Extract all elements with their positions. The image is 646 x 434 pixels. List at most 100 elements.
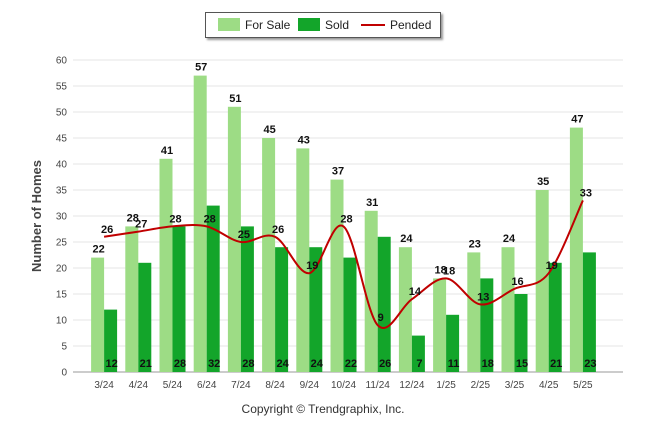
data-label-pended: 14: [409, 286, 422, 298]
bar-for-sale: [501, 247, 515, 372]
x-tick-label: 1/25: [436, 380, 456, 391]
data-label-sold: 24: [276, 358, 289, 370]
data-label-pended: 27: [135, 219, 147, 231]
data-label-pended: 19: [546, 260, 558, 272]
bar-sold: [582, 252, 596, 372]
y-tick-label: 45: [56, 134, 68, 145]
x-tick-label: 10/24: [331, 380, 356, 391]
data-label-pended: 26: [101, 224, 113, 236]
y-axis-title: Number of Homes: [29, 160, 44, 272]
data-label-for-sale: 24: [503, 233, 516, 245]
bar-for-sale: [569, 127, 583, 372]
data-label-pended: 16: [511, 276, 523, 288]
bar-for-sale: [398, 247, 412, 372]
bar-for-sale: [262, 138, 276, 372]
data-label-sold: 28: [242, 358, 254, 370]
bar-sold: [446, 314, 460, 372]
data-label-for-sale: 45: [263, 124, 275, 136]
bar-for-sale: [364, 210, 378, 372]
x-tick-label: 2/25: [471, 380, 491, 391]
bar-for-sale: [535, 190, 549, 372]
bar-sold: [138, 262, 152, 372]
bar-sold: [275, 247, 289, 372]
legend-swatch-sold: [298, 18, 320, 31]
copyright-text: Copyright © Trendgraphix, Inc.: [241, 402, 405, 416]
data-label-sold: 22: [345, 358, 357, 370]
bar-for-sale: [296, 148, 310, 372]
data-label-pended: 18: [443, 265, 455, 277]
data-label-pended: 28: [204, 213, 216, 225]
legend: For Sale Sold Pended: [205, 12, 441, 38]
data-label-for-sale: 28: [127, 212, 139, 224]
data-label-sold: 15: [516, 358, 528, 370]
y-tick-label: 15: [56, 290, 68, 301]
x-tick-label: 3/24: [94, 380, 114, 391]
y-tick-label: 30: [56, 212, 68, 223]
y-tick-label: 60: [56, 56, 68, 67]
bar-for-sale: [330, 179, 344, 372]
bar-sold: [377, 236, 391, 372]
legend-label-for-sale: For Sale: [245, 18, 291, 32]
data-label-sold: 28: [174, 358, 186, 370]
bar-for-sale: [193, 75, 207, 372]
x-tick-label: 6/24: [197, 380, 217, 391]
bar-sold: [514, 294, 528, 372]
data-label-for-sale: 23: [469, 238, 481, 250]
bar-sold: [104, 309, 118, 372]
data-label-for-sale: 22: [92, 244, 104, 256]
data-label-for-sale: 31: [366, 197, 378, 209]
data-label-sold: 18: [482, 358, 494, 370]
y-tick-label: 5: [61, 342, 67, 353]
data-label-sold: 7: [416, 358, 422, 370]
data-label-pended: 33: [580, 187, 592, 199]
bar-sold: [343, 257, 357, 372]
data-label-sold: 26: [379, 358, 391, 370]
data-label-sold: 21: [140, 358, 152, 370]
data-label-pended: 19: [306, 260, 318, 272]
data-label-for-sale: 24: [400, 233, 413, 245]
data-label-pended: 9: [378, 312, 384, 324]
bar-for-sale: [467, 252, 481, 372]
bar-for-sale: [125, 226, 139, 372]
bar-for-sale: [433, 278, 447, 372]
x-tick-label: 5/24: [163, 380, 183, 391]
data-label-sold: 32: [208, 358, 220, 370]
bar-sold: [411, 335, 425, 372]
data-label-pended: 25: [238, 229, 250, 241]
y-tick-label: 50: [56, 108, 68, 119]
bar-sold: [172, 226, 186, 372]
data-label-for-sale: 47: [571, 114, 583, 126]
y-tick-label: 40: [56, 160, 68, 171]
y-tick-label: 10: [56, 316, 68, 327]
data-label-for-sale: 41: [161, 145, 173, 157]
x-tick-label: 4/25: [539, 380, 559, 391]
data-label-for-sale: 51: [229, 93, 241, 105]
data-label-for-sale: 43: [298, 134, 310, 146]
x-tick-label: 4/24: [129, 380, 149, 391]
data-label-for-sale: 35: [537, 176, 549, 188]
data-label-for-sale: 18: [434, 264, 446, 276]
legend-label-sold: Sold: [325, 18, 350, 32]
x-tick-label: 8/24: [265, 380, 285, 391]
x-tick-label: 12/24: [399, 380, 424, 391]
y-tick-label: 20: [56, 264, 68, 275]
data-label-sold: 24: [311, 358, 324, 370]
y-tick-label: 55: [56, 82, 68, 93]
data-label-sold: 11: [448, 358, 460, 370]
legend-swatch-pended: [361, 24, 385, 26]
y-tick-label: 35: [56, 186, 68, 197]
legend-swatch-for-sale: [218, 18, 240, 31]
x-tick-label: 7/24: [231, 380, 251, 391]
data-label-sold: 23: [584, 358, 596, 370]
bar-sold: [309, 247, 323, 372]
data-label-pended: 13: [477, 291, 489, 303]
line-pended: [103, 199, 584, 329]
data-label-sold: 12: [105, 358, 117, 370]
data-label-pended: 26: [272, 224, 284, 236]
x-tick-label: 5/25: [573, 380, 593, 391]
bar-for-sale: [159, 158, 173, 372]
x-tick-label: 3/25: [505, 380, 525, 391]
data-label-pended: 28: [169, 213, 181, 225]
y-tick-label: 0: [61, 368, 67, 379]
